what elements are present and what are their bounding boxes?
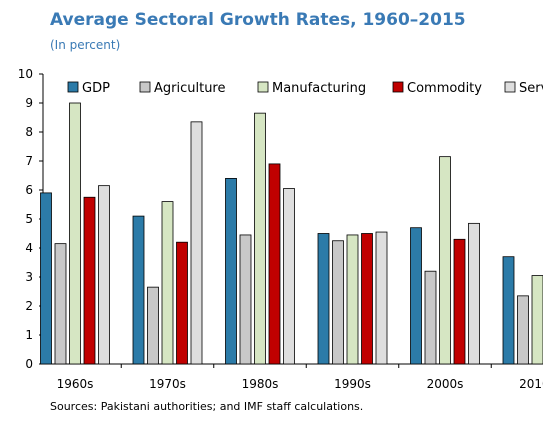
x-tick-label: 1960s [57,377,94,391]
legend-swatch-gdp [68,82,78,92]
x-tick-label: 2000s [427,377,464,391]
y-tick-label: 9 [25,96,33,110]
legend-label-agriculture: Agriculture [154,81,226,96]
bar-gdp-1960s [41,193,52,364]
bar-gdp-1990s [318,234,329,365]
legend-label-services: Services [519,81,543,96]
y-tick-label: 5 [25,212,33,226]
bar-manufacturing-1980s [255,113,266,364]
bar-services-1970s [191,122,202,364]
bar-services-1960s [99,186,110,364]
y-tick-label: 7 [25,154,33,168]
bar-services-1980s [284,189,295,364]
bar-agriculture-1990s [333,241,344,364]
legend-label-commodity: Commodity [407,81,482,96]
y-tick-label: 8 [25,125,33,139]
bar-gdp-1980s [226,178,237,364]
bar-services-2000s [469,223,480,364]
bar-commodity-1990s [362,234,373,365]
bar-agriculture-2000s [425,271,436,364]
bar-gdp-2010s [503,257,514,364]
bar-manufacturing-1960s [70,103,81,364]
bar-gdp-1970s [133,216,144,364]
legend: GDP Agriculture Manufacturing Commodity Serv… [68,81,543,96]
bar-agriculture-2010s [518,296,529,364]
bar-manufacturing-1990s [347,235,358,364]
legend-label-manufacturing: Manufacturing [272,81,366,96]
x-tick-label: 1990s [334,377,371,391]
legend-swatch-manufacturing [258,82,268,92]
y-tick-label: 10 [18,67,33,81]
bar-commodity-1980s [269,164,280,364]
bar-manufacturing-1970s [162,202,173,364]
y-tick-label: 0 [25,357,33,371]
y-tick-label: 3 [25,270,33,284]
y-tick-label: 2 [25,299,33,313]
x-tick-label: 1980s [242,377,279,391]
bar-manufacturing-2010s [532,276,543,364]
legend-swatch-agriculture [140,82,150,92]
bar-manufacturing-2000s [440,157,451,364]
bar-commodity-2000s [454,239,465,364]
bar-services-1990s [376,232,387,364]
y-tick-label: 4 [25,241,33,255]
bar-commodity-1970s [177,242,188,364]
y-tick-label: 6 [25,183,33,197]
bars [41,103,543,364]
x-tick-label: 1970s [149,377,186,391]
bar-agriculture-1980s [240,235,251,364]
bar-agriculture-1960s [55,244,66,364]
x-tick-label: 2010s [519,377,543,391]
bar-gdp-2000s [411,228,422,364]
source-note: Sources: Pakistani authorities; and IMF … [50,400,363,413]
legend-swatch-commodity [393,82,403,92]
legend-swatch-services [505,82,515,92]
bar-commodity-1960s [84,197,95,364]
y-tick-label: 1 [25,328,33,342]
bar-agriculture-1970s [148,287,159,364]
legend-label-gdp: GDP [82,81,110,96]
